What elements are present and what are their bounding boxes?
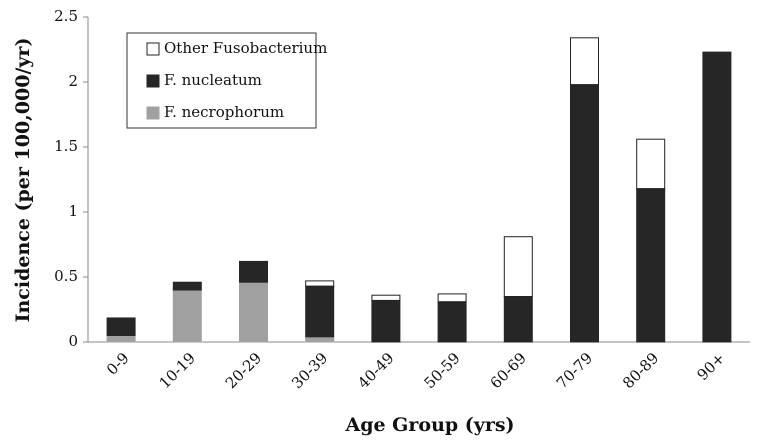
x-tick-label: 80-89: [619, 349, 662, 392]
legend-swatch: [146, 42, 160, 56]
y-tick-label: 2.5: [54, 7, 78, 25]
x-tick-label: 0-9: [103, 349, 133, 379]
bar-segment: [437, 301, 467, 343]
bar-segment: [106, 317, 136, 337]
bar-segment: [172, 281, 202, 291]
bar-segment: [437, 293, 467, 303]
x-tick-label: 40-49: [354, 349, 397, 392]
bar-segment: [702, 51, 732, 343]
y-tick-label: 0: [68, 332, 78, 350]
y-tick-label: 0.5: [54, 267, 78, 285]
legend-swatch: [146, 106, 160, 120]
bar-segment: [305, 336, 335, 343]
x-tick-label: 50-59: [420, 349, 463, 392]
bar-segment: [239, 260, 268, 283]
legend-swatch: [146, 74, 160, 88]
x-axis-title: Age Group (yrs): [344, 414, 514, 436]
bar-segment: [239, 281, 268, 343]
x-tick-label: 20-29: [222, 349, 265, 392]
bar-segment: [305, 280, 335, 287]
x-tick-label: 30-39: [288, 349, 331, 392]
y-axis-title: Incidence (per 100,000/yr): [12, 38, 34, 323]
legend-label: Other Fusobacterium: [164, 39, 327, 57]
y-tick-label: 1: [68, 202, 78, 220]
bar-segment: [371, 294, 401, 301]
x-tick-label: 70-79: [553, 349, 596, 392]
bar-segment: [570, 84, 599, 343]
x-tick-label: 10-19: [156, 349, 199, 392]
bar-segment: [570, 37, 599, 86]
legend-label: F. necrophorum: [164, 103, 284, 121]
bar-segment: [106, 335, 136, 343]
bar-segment: [503, 236, 533, 297]
bar-segment: [172, 289, 202, 343]
bar-segment: [636, 138, 666, 190]
y-tick-label: 1.5: [54, 137, 78, 155]
x-tick-label: 60-69: [487, 349, 530, 392]
bar-segment: [305, 285, 335, 338]
bar-segment: [503, 296, 533, 343]
x-tick-label: 90+: [693, 349, 728, 384]
bar-segment: [371, 299, 401, 343]
legend-label: F. nucleatum: [164, 71, 262, 89]
bar-segment: [636, 188, 666, 343]
y-tick-label: 2: [68, 72, 78, 90]
